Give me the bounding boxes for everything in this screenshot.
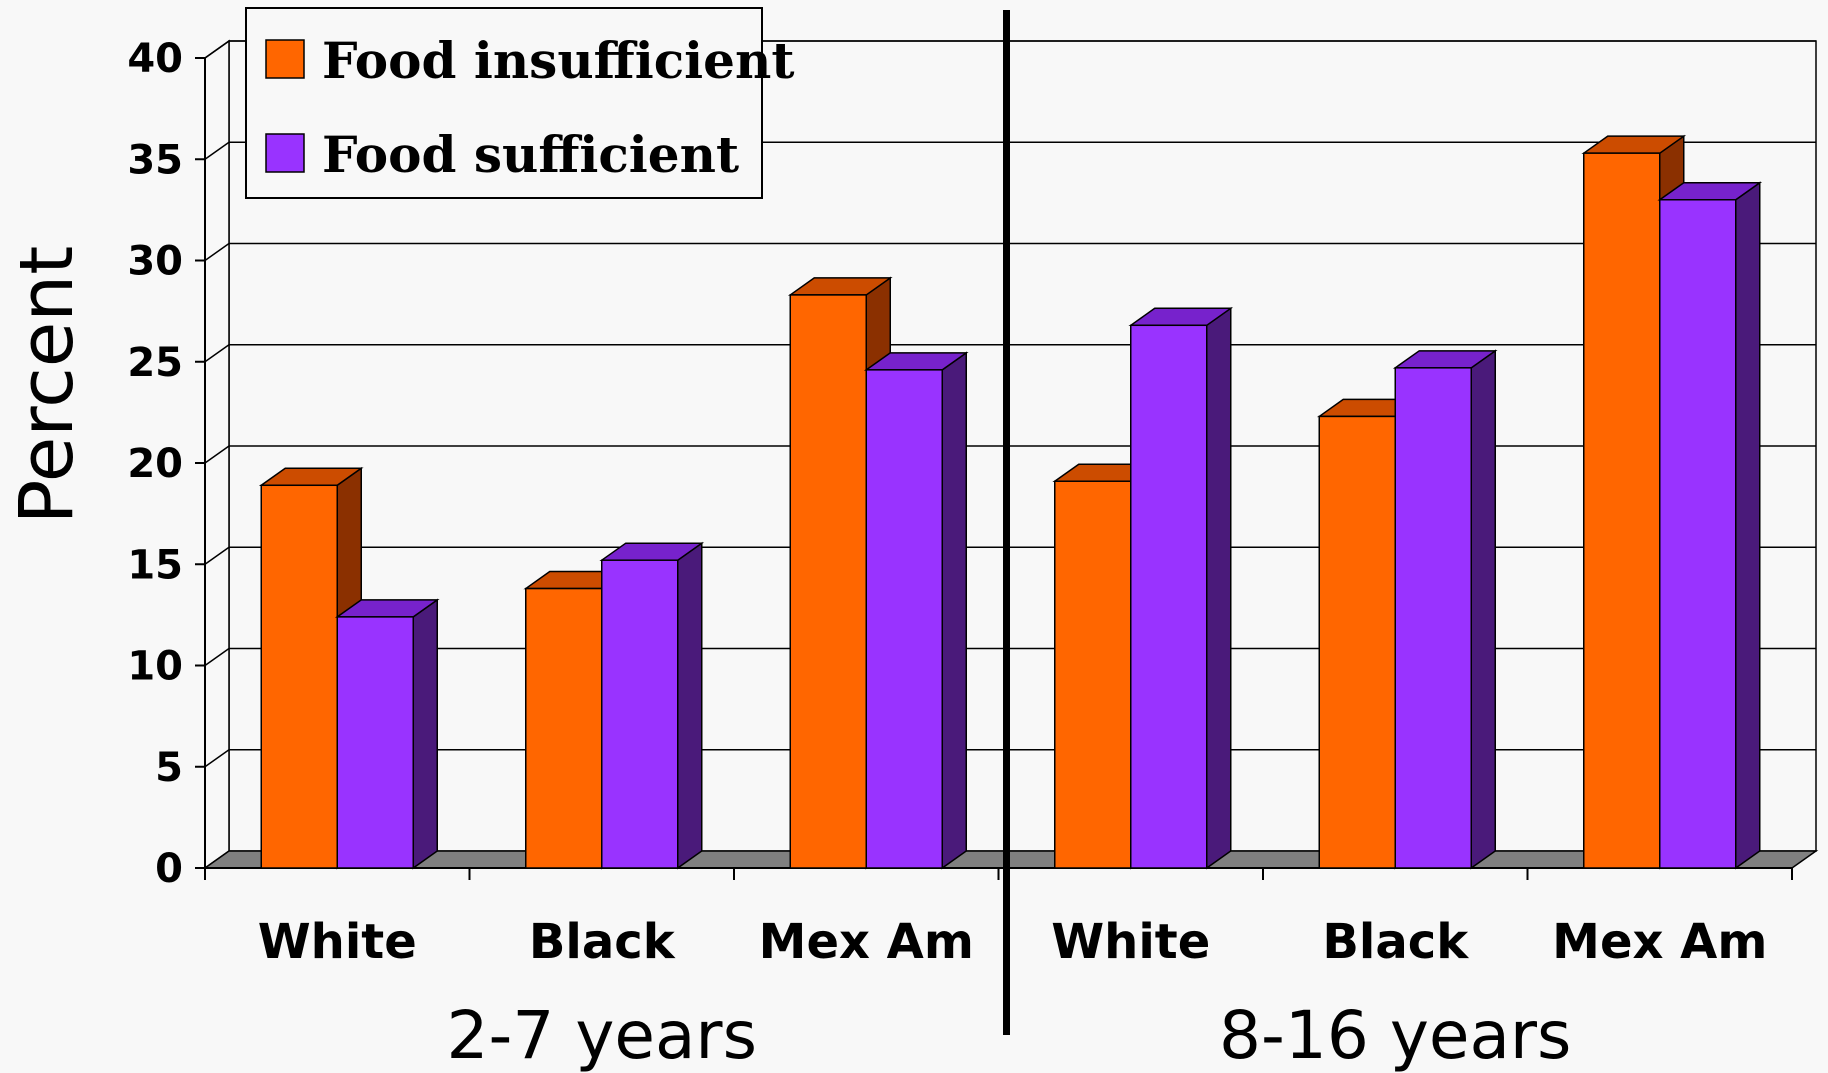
gridline	[204, 141, 1816, 160]
gridline	[204, 344, 1816, 363]
floor	[202, 850, 1819, 869]
bar-front	[601, 559, 679, 869]
bar-food-sufficient-white-3	[1128, 306, 1234, 870]
gridline	[204, 242, 1816, 262]
gridline	[204, 40, 1816, 59]
y-tick-label: 25	[127, 340, 183, 386]
y-tick-label: 40	[127, 36, 183, 82]
gridlines	[204, 40, 1816, 768]
gridline	[204, 546, 1816, 565]
axes	[195, 57, 1793, 880]
x-category-label: Mex Am	[1552, 914, 1767, 970]
group-labels: 2-7 years 8-16 years	[447, 997, 1572, 1073]
legend: Food insufficient Food sufficient	[245, 7, 794, 199]
bar-side	[1206, 306, 1232, 870]
bar-front	[260, 484, 338, 869]
x-category-label: Mex Am	[759, 914, 974, 970]
bar-front	[1054, 480, 1132, 869]
group-label-8-16-years: 8-16 years	[1219, 997, 1571, 1073]
bars	[258, 134, 1763, 870]
bar-food-sufficient-mex-am-5	[1657, 181, 1763, 870]
legend-swatch-food-sufficient	[265, 133, 305, 173]
gridline	[204, 749, 1816, 768]
group-label-2-7-years: 2-7 years	[447, 997, 757, 1073]
x-category-label: Black	[529, 914, 676, 970]
y-tick-label: 5	[155, 745, 183, 791]
bar-front	[789, 294, 867, 869]
bar-front	[525, 587, 603, 869]
bar-front	[1394, 367, 1472, 869]
bar-side	[1470, 349, 1496, 870]
bar-front	[1583, 152, 1661, 869]
x-category-label: White	[1051, 914, 1210, 970]
bar-front	[865, 369, 943, 869]
legend-box	[245, 7, 763, 199]
legend-label-food-sufficient: Food sufficient	[322, 125, 739, 184]
bar-food-sufficient-black-1	[599, 541, 705, 870]
gridline	[204, 647, 1816, 667]
legend-swatch-food-insufficient	[265, 39, 305, 79]
y-tick-label: 0	[155, 846, 183, 892]
bar-side	[677, 541, 703, 870]
x-category-label: White	[258, 914, 417, 970]
bar-front	[1318, 415, 1396, 869]
y-tick-labels: 0 5 10 15 20 25 30 35 40	[127, 36, 183, 892]
x-category-labels: White Black Mex Am White Black Mex Am	[258, 914, 1768, 970]
bar-front	[336, 616, 414, 869]
gridline	[204, 445, 1816, 464]
legend-label-food-insufficient: Food insufficient	[322, 31, 794, 90]
y-tick-label: 35	[127, 137, 183, 183]
y-axis-label: Percent	[4, 246, 90, 524]
y-tick-label: 20	[127, 441, 183, 487]
bar-food-sufficient-white-0	[334, 598, 440, 870]
bar-side	[412, 598, 438, 870]
bar-side	[1735, 181, 1761, 870]
y-tick-label: 30	[127, 239, 183, 285]
bar-front	[1130, 324, 1208, 869]
x-category-label: Black	[1322, 914, 1469, 970]
bar-food-sufficient-mex-am-2	[863, 351, 969, 870]
bar-front	[1659, 199, 1737, 869]
y-tick-label: 15	[127, 542, 183, 588]
bar-side	[941, 351, 967, 870]
y-tick-label: 10	[127, 644, 183, 690]
bar-food-sufficient-black-4	[1392, 349, 1498, 870]
